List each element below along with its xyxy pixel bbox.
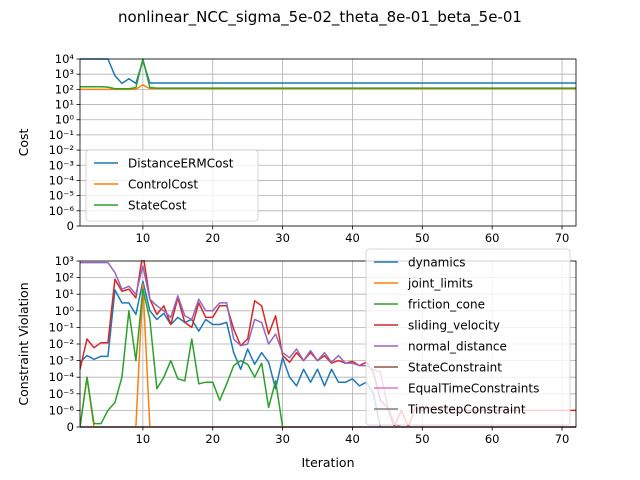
x-tick-label: 20 [205, 231, 220, 245]
legend-label: joint_limits [407, 277, 473, 291]
legend-label: dynamics [408, 256, 466, 270]
cost-chart: 10 20 30 40 50 60 70010⁻⁶10⁻⁵10⁻⁴10⁻³10⁻²10⁻¹1… [16, 52, 577, 245]
x-tick-label: 20 [205, 432, 220, 446]
figure-title: nonlinear_NCC_sigma_5e-02_theta_8e-01_be… [118, 8, 522, 27]
y-tick-label: 10⁻¹ [49, 320, 74, 334]
legend-label: sliding_velocity [408, 319, 500, 333]
y-tick-label: 10⁻⁶ [49, 403, 75, 417]
legend-label: EqualTimeConstraints [408, 382, 539, 396]
legend-label: friction_cone [408, 298, 485, 312]
y-tick-label: 10⁻³ [49, 158, 75, 172]
legend: DistanceERMCost ControlCost StateCost [85, 149, 259, 222]
y-axis-label: Constraint Violation [16, 282, 31, 405]
x-tick-label: 40 [345, 231, 360, 245]
y-tick-label: 10¹ [55, 287, 74, 301]
legend-box [85, 149, 259, 222]
axes-frame [79, 58, 577, 227]
y-tick-label: 10⁰ [55, 113, 75, 127]
y-tick-label: 10³ [55, 67, 75, 81]
x-tick-label: 40 [345, 432, 360, 446]
x-tick-label: 50 [415, 231, 430, 245]
legend: dynamics joint_limits friction_conesliding… [365, 248, 571, 426]
legend-label: TimestepConstraint [407, 403, 526, 417]
series-lines [80, 58, 576, 91]
y-tick-label: 10⁻² [49, 143, 74, 157]
y-tick-label: 10⁻⁵ [49, 387, 75, 401]
legend-label: normal_distance [408, 340, 507, 354]
y-tick-label: 10² [55, 82, 74, 96]
legend-label: StateConstraint [408, 361, 502, 375]
x-tick-label: 60 [485, 231, 500, 245]
y-tick-label: 0 [67, 219, 74, 233]
x-tick-label: 10 [136, 432, 151, 446]
x-tick-label: 50 [415, 432, 430, 446]
y-tick-label: 10¹ [55, 98, 74, 112]
series-line-StateCost [80, 58, 576, 90]
legend-box [365, 248, 571, 426]
x-tick-label: 70 [555, 432, 570, 446]
x-tick-label: 10 [136, 231, 151, 245]
constraint-chart: 10 20 30 40 50 60 70 0 10⁻⁶ 10⁻⁵ 10⁻⁴ 10⁻³ 10⁻² 10⁻¹ 1… [16, 248, 577, 470]
y-tick-label: 10⁻¹ [49, 128, 74, 142]
y-tick-label: 10⁻⁴ [49, 370, 75, 384]
y-tick-label: 10⁴ [55, 52, 75, 66]
y-tick-label: 0 [67, 420, 74, 434]
x-tick-label: 30 [275, 432, 290, 446]
legend-label: DistanceERMCost [128, 157, 234, 171]
y-tick-label: 10⁻⁶ [49, 204, 75, 218]
x-tick-label: 60 [485, 432, 500, 446]
legend-label: ControlCost [128, 178, 198, 192]
y-tick-label: 10⁻² [49, 337, 74, 351]
x-axis-label: Iteration [301, 455, 354, 470]
x-tick-label: 70 [555, 231, 570, 245]
y-tick-label: 10⁰ [55, 304, 75, 318]
legend-label: StateCost [128, 199, 187, 213]
x-tick-label: 30 [275, 231, 290, 245]
y-tick-label: 10³ [55, 254, 75, 268]
series-line-DistanceERMCost [80, 58, 576, 85]
y-tick-label: 10⁻⁴ [49, 173, 75, 187]
y-tick-label: 10² [55, 271, 74, 285]
y-axis-label: Cost [16, 129, 31, 157]
y-tick-label: 10⁻³ [49, 354, 75, 368]
y-tick-label: 10⁻⁵ [49, 189, 75, 203]
